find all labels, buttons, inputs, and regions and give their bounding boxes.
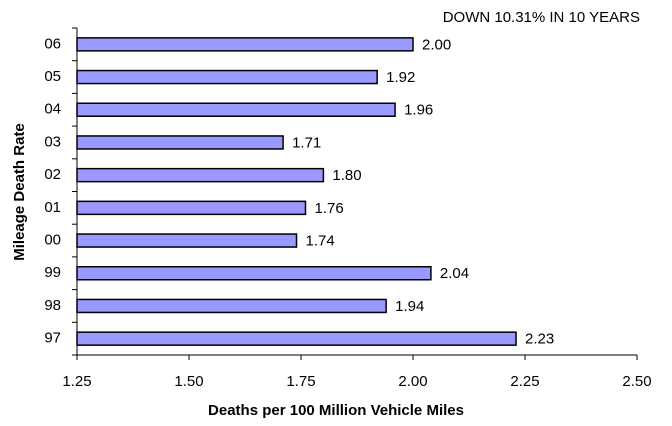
bar bbox=[76, 167, 325, 183]
x-axis-title: Deaths per 100 Million Vehicle Miles bbox=[208, 402, 464, 419]
value-label: 1.92 bbox=[386, 69, 415, 86]
bar bbox=[76, 102, 396, 117]
bar bbox=[76, 200, 307, 216]
bar bbox=[76, 266, 432, 281]
value-label: 2.00 bbox=[422, 36, 451, 53]
y-tick-label: 03 bbox=[44, 133, 61, 150]
y-tick-label: 98 bbox=[44, 297, 61, 314]
y-tick-label: 04 bbox=[44, 101, 61, 118]
y-tick-label: 05 bbox=[44, 68, 61, 85]
value-label: 2.04 bbox=[440, 265, 469, 282]
x-tick-label: 2.50 bbox=[622, 373, 651, 390]
bar bbox=[76, 331, 517, 346]
bar bbox=[76, 69, 378, 85]
y-tick-label: 06 bbox=[44, 35, 61, 52]
x-tick-label: 1.50 bbox=[174, 373, 203, 390]
y-tick-label: 97 bbox=[44, 330, 61, 347]
y-tick-label: 02 bbox=[44, 166, 61, 183]
bar bbox=[76, 298, 387, 314]
value-label: 1.96 bbox=[404, 102, 433, 119]
x-tick-label: 2.00 bbox=[398, 373, 427, 390]
bar bbox=[76, 233, 298, 248]
y-tick-label: 01 bbox=[44, 199, 61, 216]
x-tick-label: 1.25 bbox=[62, 373, 91, 390]
value-label: 1.80 bbox=[332, 167, 361, 184]
value-label: 1.71 bbox=[292, 134, 321, 151]
value-label: 1.74 bbox=[306, 233, 335, 250]
value-label: 1.94 bbox=[395, 298, 424, 315]
y-tick-label: 99 bbox=[44, 264, 61, 281]
y-tick-label: 00 bbox=[44, 232, 61, 249]
bar bbox=[76, 37, 414, 52]
y-axis-title: Mileage Death Rate bbox=[11, 123, 28, 261]
x-tick-label: 1.75 bbox=[286, 373, 315, 390]
value-label: 1.76 bbox=[314, 200, 343, 217]
x-tick-label: 2.25 bbox=[510, 373, 539, 390]
value-label: 2.23 bbox=[525, 331, 554, 348]
annotation: DOWN 10.31% IN 10 YEARS bbox=[443, 9, 640, 26]
bar bbox=[76, 135, 284, 150]
